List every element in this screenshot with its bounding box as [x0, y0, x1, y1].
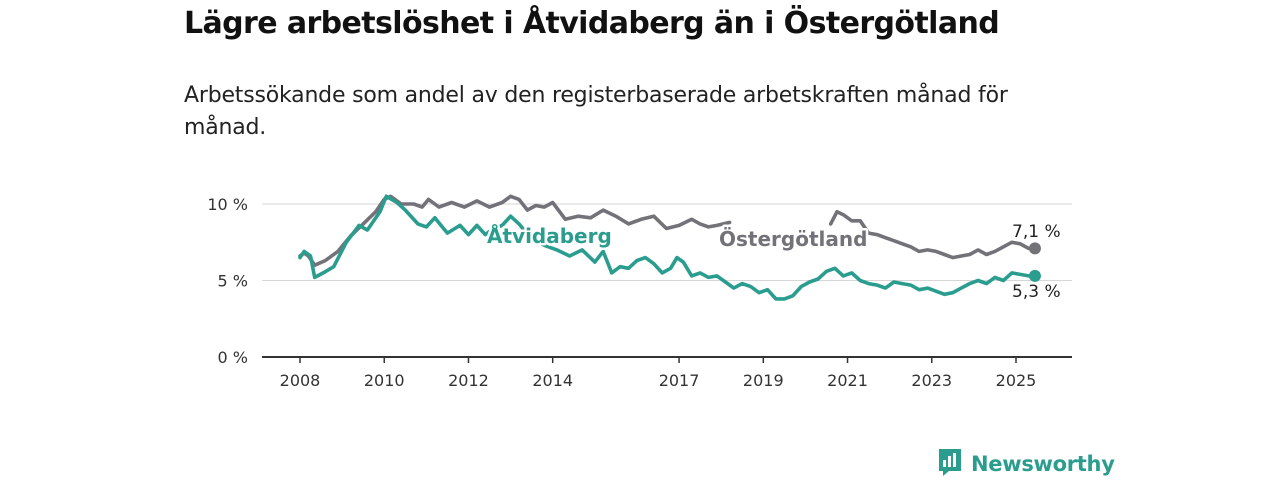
series-line: [828, 209, 1037, 260]
end-label-atvidaberg: 5,3 %: [1012, 282, 1061, 302]
series-end-point: [1028, 269, 1041, 282]
line-chart: 0 %5 %10 % 2008 2010 2012 2014 2017 2019 2021 2…: [207, 194, 1072, 390]
x-tick-label: 2010: [364, 371, 405, 390]
y-tick-label: 5 %: [218, 272, 248, 291]
y-axis-ticks: 0 % 5 % 10 %: [207, 195, 248, 367]
x-tick-label: 2019: [743, 371, 784, 390]
series-label-atvidaberg: Åtvidaberg: [487, 224, 612, 248]
x-tick-label: 2008: [280, 371, 321, 390]
brand-name: Newsworthy: [971, 452, 1115, 476]
series-labels: Östergötland Åtvidaberg 7,1 % 5,3 %: [485, 222, 1061, 303]
chart-title: Lägre arbetslöshet i Åtvidaberg än i Öst…: [184, 6, 1000, 41]
newsworthy-brand[interactable]: Newsworthy: [937, 448, 1115, 480]
x-axis: 2008 2010 2012 2014 2017 2019 2021 2023 2025: [262, 356, 1072, 390]
y-tick-label: 10 %: [207, 195, 248, 214]
x-tick-label: 2012: [448, 371, 489, 390]
chart-subtitle: Arbetssökande som andel av den registerb…: [184, 83, 1008, 140]
series-lines: [298, 194, 1041, 301]
x-tick-label: 2014: [532, 371, 573, 390]
series-end-point: [1028, 242, 1041, 255]
end-label-ostergotland: 7,1 %: [1012, 222, 1061, 242]
x-tick-label: 2025: [996, 371, 1037, 390]
newsworthy-logo-icon: [937, 447, 963, 481]
y-tick-label: 0 %: [218, 348, 248, 367]
x-tick-label: 2021: [827, 371, 868, 390]
x-tick-label: 2023: [911, 371, 952, 390]
series-label-ostergotland: Östergötland: [719, 227, 867, 251]
series-line: [298, 194, 1037, 301]
x-tick-label: 2017: [659, 371, 700, 390]
